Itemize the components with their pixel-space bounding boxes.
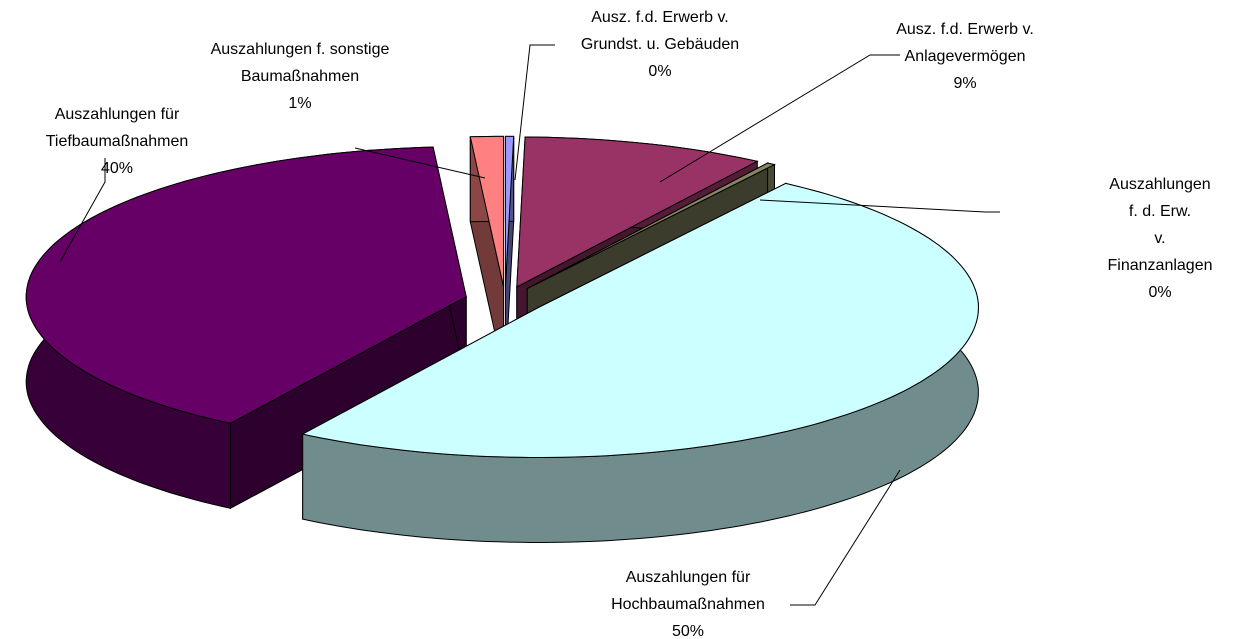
slice-top (516, 136, 759, 288)
slice-top (469, 135, 504, 287)
value-label: 1% (288, 95, 312, 112)
slice (469, 135, 504, 372)
data-label: Auszahlungen für Tiefbaumaßnahmen 40% (46, 101, 189, 182)
category-label: Auszahlungen für Tiefbaumaßnahmen (45, 106, 189, 150)
slice-top (301, 182, 979, 458)
value-label: 40% (100, 160, 134, 177)
value-label: 50% (671, 623, 705, 639)
leader-line (659, 54, 900, 183)
slice-top (526, 162, 776, 290)
category-label: Auszahlungen f. d. Erw. v. Finanzanlagen (1107, 176, 1213, 274)
slice (25, 146, 467, 510)
data-label: Ausz. f.d. Erwerb v. Grundst. u. Gebäude… (581, 4, 739, 85)
category-label: Ausz. f.d. Erwerb v. Anlagevermögen (896, 21, 1034, 65)
leader-line (514, 44, 555, 181)
data-label: Auszahlungen f. sonstige Baumaßnahmen 1% (211, 36, 390, 117)
leader-line (759, 199, 1000, 213)
slice (301, 182, 979, 543)
value-label: 0% (1148, 284, 1172, 301)
slice-top (25, 146, 467, 424)
category-label: Auszahlungen für Hochbaumaßnahmen (611, 569, 765, 613)
data-label: Auszahlungen f. d. Erw. v. Finanzanlagen… (1108, 171, 1213, 306)
slice-top (504, 135, 515, 287)
value-label: 0% (648, 63, 672, 80)
slice (504, 135, 515, 372)
leader-line (59, 158, 106, 263)
data-label: Ausz. f.d. Erwerb v. Anlagevermögen 9% (896, 16, 1034, 97)
leader-line (354, 147, 486, 179)
data-label: Auszahlungen für Hochbaumaßnahmen 50% (611, 564, 765, 639)
category-label: Auszahlungen f. sonstige Baumaßnahmen (210, 41, 390, 85)
category-label: Ausz. f.d. Erwerb v. Grundst. u. Gebäude… (580, 9, 740, 53)
leader-line (790, 469, 901, 606)
value-label: 9% (953, 75, 977, 92)
